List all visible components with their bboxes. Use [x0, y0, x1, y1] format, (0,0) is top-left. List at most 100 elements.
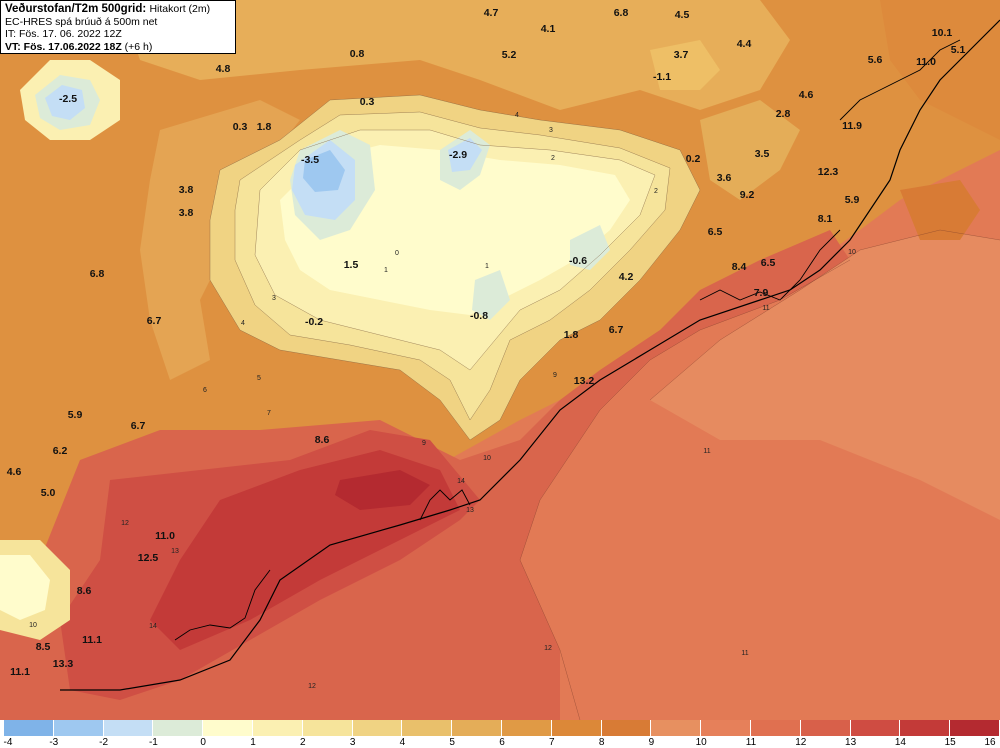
contour-value-label: 12	[544, 645, 552, 652]
contour-value-label: 4	[515, 112, 519, 119]
legend-tick-label: 15	[944, 737, 956, 748]
sw-warm-spot-core	[0, 555, 50, 620]
legend-swatch	[751, 720, 801, 736]
temperature-value-label: 8.5	[36, 641, 51, 653]
legend-swatch	[601, 720, 652, 736]
contour-value-label: 1	[384, 267, 388, 274]
temperature-value-label: 6.7	[609, 324, 624, 336]
temperature-value-label: 4.4	[737, 38, 752, 50]
legend-swatch	[701, 720, 751, 736]
temperature-value-label: 4.5	[675, 9, 690, 21]
temperature-value-label: 8.6	[77, 585, 92, 597]
legend-tick-label: 9	[648, 737, 655, 748]
temperature-value-label: 5.9	[68, 409, 83, 421]
temperature-value-label: 13.3	[53, 658, 74, 670]
legend-swatch	[800, 720, 851, 736]
temperature-value-label: -2.5	[59, 93, 77, 105]
legend-tick-label: 10	[695, 737, 707, 748]
contour-value-label: 9	[553, 372, 557, 379]
contour-value-label: 11	[762, 305, 769, 312]
sea-warm-15	[335, 470, 430, 510]
legend-swatch	[302, 720, 353, 736]
contour-value-label: 11	[741, 650, 748, 657]
temperature-map[interactable]: 2341012345679101111121213141012119131410…	[0, 0, 1000, 720]
temperature-value-label: 6.8	[614, 7, 629, 19]
legend-tick-label: 4	[399, 737, 406, 748]
contour-11	[519, 259, 851, 720]
contour-value-label: 9	[422, 440, 426, 447]
header-valid-time: VT: Fös. 17.06.2022 18Z	[5, 40, 122, 53]
coastline-detail-3	[699, 229, 841, 301]
contour-value-label: 2	[551, 155, 555, 162]
contour-value-label: 10	[848, 249, 856, 256]
contour-value-label: 5	[257, 375, 261, 382]
legend-tick-label: 5	[449, 737, 455, 748]
band-neg3-cold	[303, 150, 345, 192]
band-neg2-east-cold	[448, 138, 482, 172]
temperature-value-label: 4.1	[541, 23, 556, 35]
temperature-value-label: 0.3	[360, 96, 375, 108]
legend-tick-label: 3	[349, 737, 356, 748]
temperature-value-label: 3.6	[717, 172, 732, 184]
temperature-value-label: 11.1	[82, 634, 102, 646]
contour-2	[234, 111, 671, 421]
coastline-detail-1	[174, 569, 271, 641]
color-legend: -4 -3 -2 -1 0 1 2 3 4 5 6 7 8 9 10 11 12 13 14 15 16	[0, 720, 1000, 748]
legend-tick-label: 0	[200, 737, 206, 748]
contour-value-label: 12	[121, 520, 129, 527]
legend-tick-label: -2	[99, 737, 109, 748]
temperature-value-label: 5.1	[951, 44, 966, 56]
contour-value-label: 7	[267, 410, 271, 417]
coastline-detail-2	[419, 489, 471, 521]
contour-1	[254, 129, 656, 371]
temperature-value-label: 11.1	[10, 666, 30, 678]
temperature-value-label: 8.1	[818, 213, 833, 225]
legend-swatch	[203, 720, 253, 736]
temperature-value-label: 8.6	[315, 434, 330, 446]
contour-12	[649, 229, 1000, 401]
legend-tick-label: 8	[598, 737, 605, 748]
temperature-value-label: 3.5	[755, 148, 770, 160]
east-yellow-patch	[650, 40, 720, 90]
temperature-value-label: 5.0	[41, 487, 56, 499]
legend-tick-label: 2	[300, 737, 306, 748]
header-init-time: IT: Fös. 17. 06. 2022 12Z	[5, 28, 122, 40]
temperature-value-label: 0.8	[350, 48, 365, 60]
temperature-value-label: -0.6	[569, 255, 587, 267]
temperature-value-label: 6.7	[131, 420, 146, 432]
sea-warm-11	[0, 150, 1000, 720]
temperature-value-label: -1.1	[653, 71, 671, 83]
contour-value-label: 3	[272, 295, 276, 302]
value-label-layer: -2.5 4.8 0.8 4.7 4.1 5.2 6.8 4.5 3.7-1.1 4.4 10.1 5…	[7, 7, 966, 678]
temperature-value-label: 5.6	[868, 54, 883, 66]
east-highlands-orange	[700, 100, 800, 200]
east-coast-warmer	[900, 180, 980, 240]
temperature-value-label: 5.9	[845, 194, 860, 206]
contour-value-label: 10	[29, 622, 37, 629]
contour-value-label: 3	[549, 127, 553, 134]
temperature-value-label: 12.5	[138, 552, 159, 564]
contour-value-label: 14	[457, 478, 465, 485]
header-title: Veðurstofan/T2m 500grid:	[5, 3, 147, 15]
legend-swatch	[53, 720, 104, 736]
coastline-south	[60, 19, 1000, 691]
contour-value-label: 13	[171, 548, 179, 555]
legend-tick-label: 14	[894, 737, 906, 748]
temperature-value-label: 3.8	[179, 184, 194, 196]
legend-swatch	[452, 720, 502, 736]
temperature-value-label: 4.6	[799, 89, 814, 101]
band-neg1-south2	[472, 270, 510, 320]
legend-swatch	[950, 720, 1000, 736]
legend-swatch	[551, 720, 602, 736]
temperature-value-label: 6.5	[761, 257, 776, 269]
temperature-value-label: 4.6	[7, 466, 22, 478]
temperature-value-label: 0.2	[686, 153, 701, 165]
temperature-value-label: 4.8	[216, 63, 231, 75]
temperature-value-label: 5.2	[502, 49, 517, 61]
legend-tick-label: 1	[250, 737, 256, 748]
temperature-value-label: 6.2	[53, 445, 68, 457]
temperature-value-label: 6.5	[708, 226, 723, 238]
header-title-line: Veðurstofan/T2m 500grid: Hitakort (2m)	[5, 3, 231, 16]
sea-lighter-east	[650, 230, 1000, 520]
